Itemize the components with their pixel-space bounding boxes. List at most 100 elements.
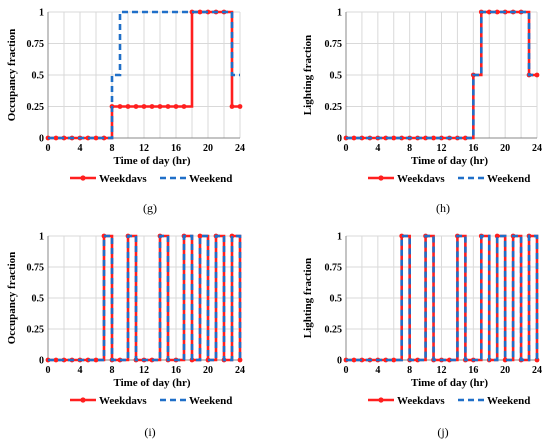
x-tick-label: 0 [344, 365, 349, 376]
chart-3: 0 4 8 12 16 20 24 0 0.25 0.5 0.75 1 Time of day (hr)… [302, 232, 542, 440]
y-tick-label: 0.75 [27, 39, 45, 50]
y-tick-label: 0.25 [27, 325, 45, 336]
data-point-weekdays [173, 104, 179, 109]
legend-label-weekend: Weekend [189, 395, 232, 407]
data-point-weekdays [165, 104, 171, 109]
panel-label: (i) [144, 425, 155, 439]
data-point-weekdays [93, 357, 99, 363]
y-tick-label: 0 [337, 134, 342, 145]
legend-label-weekend: Weekend [487, 173, 530, 185]
y-tick-label: 0.5 [32, 71, 45, 82]
y-tick-label: 0.25 [27, 102, 45, 113]
legend: Weekdavs Weekend [368, 395, 530, 407]
x-tick-label: 20 [203, 143, 213, 154]
y-tick-label: 0 [39, 356, 44, 367]
y-tick-label: 0 [39, 134, 44, 145]
x-tick-label: 4 [375, 365, 380, 376]
data-point-weekdays [237, 104, 243, 109]
data-point-weekdays [534, 72, 540, 78]
panel-label: (g) [143, 201, 157, 215]
x-tick-label: 20 [203, 365, 213, 376]
x-axis-label: Time of day (hr) [113, 377, 190, 389]
y-tick-label: 0.75 [325, 263, 343, 274]
y-tick-label: 0.5 [32, 294, 45, 305]
series-line-weekend [48, 234, 242, 362]
x-tick-label: 4 [78, 143, 83, 154]
x-axis-label: Time of day (hr) [113, 155, 190, 167]
x-tick-label: 0 [344, 143, 349, 154]
y-axis-label: Lighting fraction [302, 258, 314, 338]
series-line-weekend [346, 234, 539, 362]
panel-label: (h) [436, 201, 450, 215]
x-tick-label: 16 [468, 365, 478, 376]
x-tick-label: 12 [437, 143, 447, 154]
data-point-weekdays [229, 104, 235, 109]
grid [47, 235, 241, 360]
data-point-weekdays [494, 9, 500, 15]
legend: Weekdavs Weekend [368, 173, 530, 185]
x-tick-label: 0 [46, 143, 51, 154]
chart-2: 0 4 8 12 16 20 24 0 0.25 0.5 0.75 1 Time of day (hr)… [6, 232, 245, 440]
data-point-weekdays [133, 104, 139, 109]
grid [345, 235, 538, 360]
data-point-weekdays [125, 104, 131, 109]
legend-label-weekend: Weekend [487, 395, 530, 407]
x-tick-label: 24 [532, 365, 542, 376]
y-tick-label: 0.75 [27, 263, 45, 274]
data-point-weekdays [391, 135, 397, 141]
x-tick-label: 24 [235, 365, 245, 376]
data-point-weekdays [494, 233, 500, 239]
legend-label-weekdays: Weekdavs [397, 173, 445, 185]
data-point-weekdays [197, 233, 203, 239]
legend-marker-weekdays [378, 397, 384, 403]
panel-label: (j) [437, 425, 448, 439]
data-point-weekdays [181, 104, 187, 109]
y-tick-label: 0.5 [330, 294, 343, 305]
x-tick-label: 4 [375, 143, 380, 154]
x-tick-label: 16 [171, 143, 181, 154]
chart-1: 0 4 8 12 16 20 24 0 0.25 0.5 0.75 1 Time of day (hr)… [302, 8, 542, 216]
data-point-weekdays [117, 104, 123, 109]
series-line-weekend [346, 10, 537, 140]
y-axis-label: Lighting fraction [302, 35, 314, 115]
legend-label-weekdays: Weekdavs [397, 395, 445, 407]
x-tick-label: 8 [407, 365, 412, 376]
x-axis-label: Time of day (hr) [411, 377, 488, 389]
legend-marker-weekdays [80, 175, 86, 181]
data-point-weekdays [53, 135, 59, 141]
x-tick-label: 12 [139, 143, 149, 154]
y-tick-label: 1 [337, 8, 342, 19]
data-point-weekdays [149, 104, 155, 109]
y-axis-label: Occupancy fraction [6, 29, 18, 122]
x-tick-label: 12 [437, 365, 447, 376]
x-tick-label: 16 [171, 365, 181, 376]
y-tick-label: 0.25 [325, 325, 343, 336]
x-tick-label: 4 [78, 365, 83, 376]
chart-0: 0 4 8 12 16 20 24 0 0.25 0.5 0.75 1 Time of day (hr)… [6, 8, 245, 216]
data-point-weekdays [157, 104, 163, 109]
legend-label-weekdays: Weekdavs [99, 395, 147, 407]
x-tick-label: 16 [468, 143, 478, 154]
y-tick-label: 1 [337, 232, 342, 243]
y-tick-label: 0.25 [325, 102, 343, 113]
y-axis-label: Occupancy fraction [6, 252, 18, 345]
data-point-weekdays [53, 357, 59, 363]
x-tick-label: 8 [407, 143, 412, 154]
x-tick-label: 20 [500, 143, 510, 154]
x-tick-label: 8 [110, 143, 115, 154]
legend-label-weekdays: Weekdavs [99, 173, 147, 185]
x-tick-label: 8 [110, 365, 115, 376]
legend-label-weekend: Weekend [189, 173, 232, 185]
y-tick-label: 0.5 [330, 71, 343, 82]
x-axis-label: Time of day (hr) [411, 155, 488, 167]
x-tick-label: 24 [235, 143, 245, 154]
data-point-weekdays [237, 357, 243, 363]
x-tick-label: 12 [139, 365, 149, 376]
y-tick-label: 1 [39, 8, 44, 19]
y-tick-label: 0.75 [325, 39, 343, 50]
legend: Weekdavs Weekend [70, 395, 232, 407]
data-point-weekdays [351, 135, 357, 141]
y-tick-label: 0 [337, 356, 342, 367]
legend-marker-weekdays [80, 397, 86, 403]
series-line-weekend [48, 10, 240, 140]
